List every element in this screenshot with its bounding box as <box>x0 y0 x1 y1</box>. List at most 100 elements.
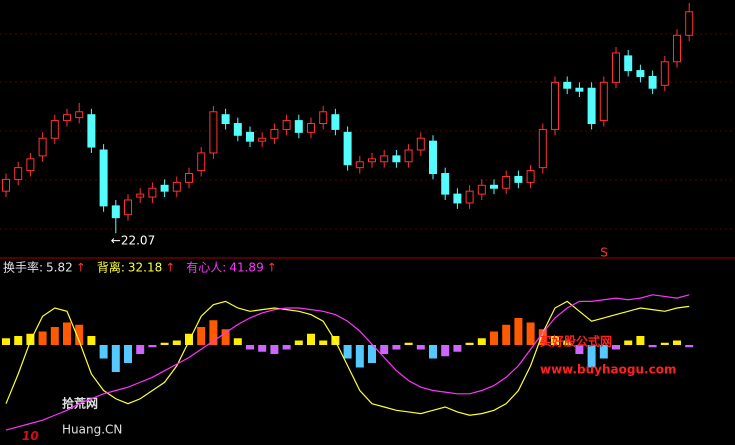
indicator-bar <box>99 345 108 359</box>
indicator-bar <box>87 336 96 345</box>
candle-body <box>514 175 523 183</box>
indicator-bar <box>136 345 145 354</box>
candle-body <box>368 158 376 163</box>
candle-body <box>331 114 340 130</box>
candle-body <box>429 140 437 175</box>
candle-body <box>111 205 120 219</box>
candle-body <box>551 81 559 130</box>
watermark-site: 买好股公式网 <box>540 334 612 349</box>
candle-body <box>148 187 157 198</box>
indicator-bar <box>636 336 645 345</box>
indicator-bar <box>526 322 535 345</box>
candle-body <box>526 170 535 183</box>
indicator-bar <box>490 331 498 345</box>
indicator-bar <box>319 340 328 345</box>
indicator-bar <box>63 322 71 345</box>
candle-body <box>660 61 669 86</box>
legend-text: 换手率: <box>3 260 43 275</box>
signal-marker: S <box>600 246 608 260</box>
indicator-bar <box>75 324 84 345</box>
indicator-bar <box>38 331 47 345</box>
indicator-bar <box>185 333 193 345</box>
candle-body <box>477 184 486 195</box>
candle-body <box>2 178 10 192</box>
candle-body <box>197 152 206 172</box>
candle-body <box>465 190 474 204</box>
indicator-bar <box>221 329 230 345</box>
legend-text: 32.18 <box>128 261 162 275</box>
indicator-bar <box>551 336 559 345</box>
candle-body <box>185 173 193 183</box>
candle-body <box>490 184 498 189</box>
candle-body <box>63 114 71 122</box>
indicator-bar <box>563 340 572 345</box>
candle-body <box>87 114 96 148</box>
candle-body <box>26 158 35 172</box>
indicator-bar <box>246 345 254 350</box>
low-annotation: ←22.07 <box>111 234 155 248</box>
candle-body <box>355 161 364 169</box>
candle-body <box>282 120 291 130</box>
indicator-bar <box>624 340 633 345</box>
candle-body <box>233 123 242 136</box>
legend-text: 41.89 <box>229 261 263 275</box>
indicator-bar <box>599 345 608 359</box>
indicator-bar <box>404 342 413 345</box>
candle-body <box>160 184 169 192</box>
candle-body <box>392 155 401 163</box>
indicator-bar <box>197 327 206 345</box>
indicator-bar <box>50 327 59 345</box>
legend-text: 背离: <box>97 260 125 275</box>
indicator-bar <box>441 345 450 357</box>
indicator-bar <box>685 345 694 348</box>
legend-text: ↑ <box>76 261 86 275</box>
indicator-bar <box>380 345 389 354</box>
indicator-bar <box>392 345 401 350</box>
candle-body <box>538 128 547 169</box>
candle-body <box>307 123 315 133</box>
candle-body <box>343 131 352 166</box>
candle-body <box>624 55 633 72</box>
legend-text: 有心人: <box>186 261 226 275</box>
indicator-bar <box>416 345 425 350</box>
candle-body <box>14 167 23 180</box>
candle-body <box>416 137 425 151</box>
candle-body <box>99 149 108 207</box>
candle-body <box>380 155 389 163</box>
indicator-bar <box>355 345 364 368</box>
candle-body <box>136 193 145 198</box>
indicator-bar <box>368 345 376 363</box>
indicator-bar <box>343 345 352 359</box>
candle-body <box>612 52 620 83</box>
candle-body <box>258 137 267 142</box>
logo-url: Huang.CN <box>62 423 122 437</box>
indicator-bar <box>453 345 462 352</box>
candle-body <box>319 111 328 125</box>
indicator-bar <box>673 340 681 345</box>
indicator-bar <box>587 345 596 368</box>
indicator-bar <box>660 342 669 345</box>
candle-body <box>50 120 59 139</box>
indicator-line <box>5 300 690 416</box>
candle-body <box>587 87 596 125</box>
candle-body <box>246 131 254 142</box>
indicator-line <box>5 294 690 431</box>
watermark-url: www.buyhaogu.com <box>540 363 676 377</box>
candle-body <box>685 11 694 36</box>
indicator-bar <box>502 324 511 345</box>
candle-body <box>270 128 279 139</box>
indicator-bar <box>282 345 291 350</box>
indicator-bar <box>307 333 315 345</box>
legend-text: ↑ <box>165 261 175 275</box>
legend-text: ↑ <box>267 261 277 275</box>
indicator-bar <box>14 336 23 345</box>
candle-body <box>221 114 230 125</box>
indicator-bar <box>111 345 120 372</box>
legend-text: 5.82 <box>46 261 73 275</box>
candle-body <box>294 120 303 133</box>
candle-body <box>75 111 84 119</box>
candle-body <box>172 181 181 192</box>
candle-body <box>441 173 450 195</box>
indicator-bar <box>148 345 157 348</box>
candle-body <box>124 199 132 216</box>
